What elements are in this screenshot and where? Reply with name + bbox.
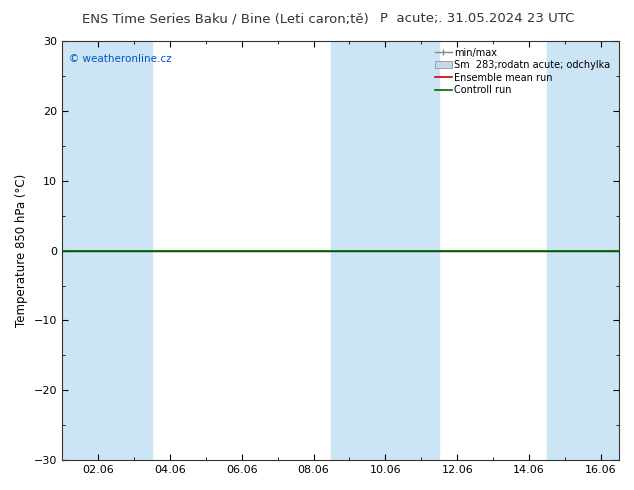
- Bar: [44, 41, 152, 460]
- Text: © weatheronline.cz: © weatheronline.cz: [68, 53, 171, 64]
- Bar: [332, 41, 439, 460]
- Y-axis label: Temperature 850 hPa (°C): Temperature 850 hPa (°C): [15, 174, 28, 327]
- Text: ENS Time Series Baku / Bine (Leti caron;tě): ENS Time Series Baku / Bine (Leti caron;…: [82, 12, 369, 25]
- Text: P  acute;. 31.05.2024 23 UTC: P acute;. 31.05.2024 23 UTC: [380, 12, 575, 25]
- Legend: min/max, Sm  283;rodatn acute; odchylka, Ensemble mean run, Controll run: min/max, Sm 283;rodatn acute; odchylka, …: [433, 46, 614, 97]
- Bar: [547, 41, 619, 460]
